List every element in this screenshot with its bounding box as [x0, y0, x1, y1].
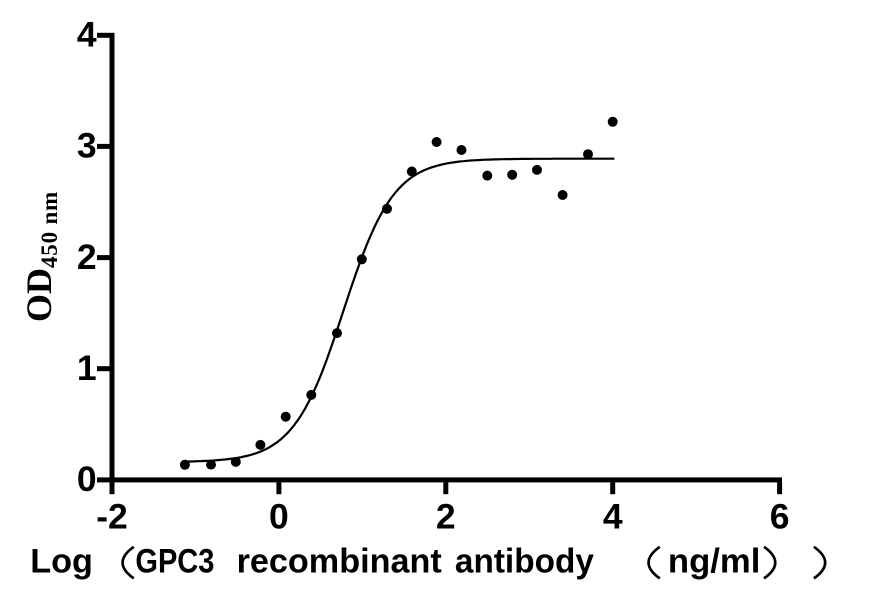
svg-text:4: 4 [77, 15, 97, 55]
svg-text:2: 2 [77, 237, 97, 277]
svg-text:antibody: antibody [455, 543, 594, 581]
svg-text:Log: Log [30, 543, 93, 581]
svg-text:3: 3 [77, 126, 97, 166]
svg-text:4: 4 [603, 497, 623, 537]
svg-text:ng/ml: ng/ml [668, 543, 761, 581]
svg-text:0: 0 [77, 459, 97, 499]
svg-text:2: 2 [436, 497, 456, 537]
svg-text:1: 1 [77, 348, 97, 388]
svg-text:6: 6 [770, 497, 790, 537]
svg-text:-2: -2 [96, 497, 128, 537]
svg-text:0: 0 [269, 497, 289, 537]
svg-text:recombinant: recombinant [237, 543, 442, 581]
svg-text:GPC3: GPC3 [135, 543, 214, 581]
